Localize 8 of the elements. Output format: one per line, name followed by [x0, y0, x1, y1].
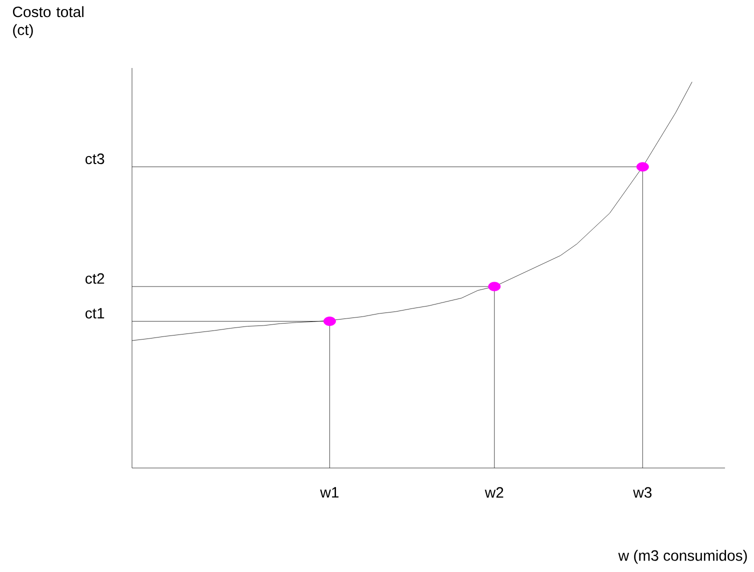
x-tick-label: w1	[320, 487, 338, 498]
text: ct3	[86, 154, 104, 164]
x-tick-label: w3	[633, 487, 652, 498]
text: ct1	[86, 308, 104, 318]
text: ct2	[86, 273, 104, 284]
y-axis-title: Costo total (ct)	[12, 6, 84, 38]
x-axis-title: w (m3 consumidos)	[618, 550, 747, 564]
x-tick-label: w2	[484, 487, 504, 498]
